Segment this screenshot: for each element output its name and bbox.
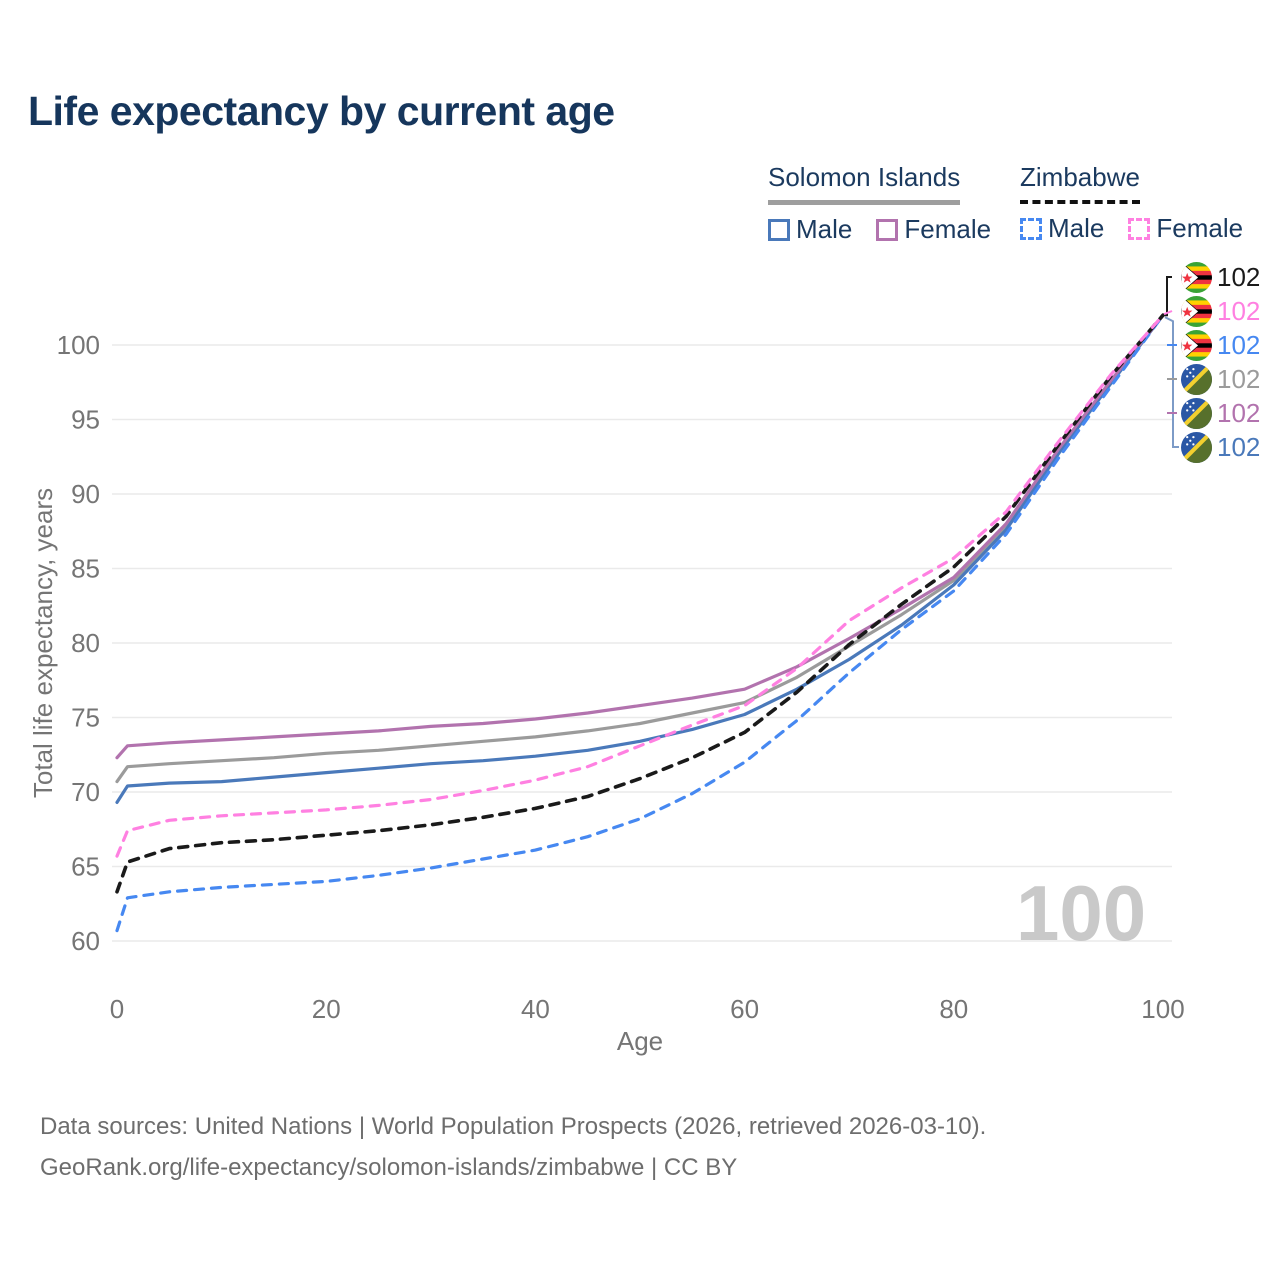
zimbabwe-male-swatch-icon — [1020, 217, 1042, 240]
series-line-zimbabwe-both[interactable] — [115, 313, 1165, 894]
data-sources: Data sources: United Nations | World Pop… — [40, 1106, 986, 1188]
legend-item-solomon-male[interactable]: Male — [768, 214, 852, 245]
end-label-value-solomon-male: 102 — [1217, 431, 1261, 462]
leader-zimbabwe-both — [1163, 276, 1172, 317]
series-line-zimbabwe-male[interactable] — [115, 313, 1165, 933]
x-tick-60: 60 — [730, 994, 759, 1024]
zimbabwe-flag-icon — [1181, 329, 1212, 361]
x-tick-100: 100 — [1141, 994, 1184, 1024]
y-tick-95: 95 — [71, 405, 100, 435]
end-label-value-solomon-both: 102 — [1217, 363, 1261, 394]
data-sources-line1: Data sources: United Nations | World Pop… — [40, 1113, 987, 1140]
series-line-solomon-both[interactable] — [115, 313, 1165, 784]
solomon-islands-flag-icon — [1181, 363, 1212, 395]
end-label-solomon-both: 102 — [1181, 363, 1260, 395]
y-tick-70: 70 — [71, 777, 100, 807]
zimbabwe-flag-icon — [1181, 261, 1212, 293]
end-label-value-solomon-female: 102 — [1217, 397, 1261, 428]
end-label-solomon-male: 102 — [1181, 431, 1260, 463]
series-line-zimbabwe-female[interactable] — [115, 313, 1165, 858]
legend-header-solomon-islands: Solomon Islands — [768, 162, 961, 205]
legend-item-zimbabwe-female[interactable]: Female — [1128, 213, 1243, 244]
series-line-solomon-female[interactable] — [115, 313, 1165, 760]
solomon-female-swatch-icon — [876, 218, 899, 241]
x-axis-label: Age — [617, 1026, 663, 1056]
y-tick-60: 60 — [71, 926, 100, 956]
y-tick-85: 85 — [71, 554, 100, 584]
legend-group-zimbabwe: Zimbabwe Male Female — [1020, 162, 1243, 244]
x-tick-20: 20 — [312, 994, 341, 1024]
leader-zimbabwe-female — [1163, 310, 1173, 316]
end-label-value-zimbabwe-male: 102 — [1217, 329, 1261, 360]
end-label-solomon-female: 102 — [1181, 397, 1260, 429]
y-tick-80: 80 — [71, 628, 100, 658]
legend-item-zimbabwe-male[interactable]: Male — [1020, 213, 1104, 244]
hovered-age-watermark: 100 — [1016, 869, 1147, 957]
y-tick-100: 100 — [57, 330, 100, 360]
x-tick-40: 40 — [521, 994, 550, 1024]
leader-bracket — [1164, 316, 1179, 448]
end-label-value-zimbabwe-both: 102 — [1217, 261, 1261, 292]
solomon-islands-flag-icon — [1181, 397, 1212, 429]
legend-group-solomon-islands: Solomon Islands Male Female — [768, 162, 991, 245]
end-label-zimbabwe-female: 102 — [1181, 295, 1260, 327]
solomon-male-swatch-icon — [768, 218, 790, 241]
data-sources-line2: GeoRank.org/life-expectancy/solomon-isla… — [40, 1154, 738, 1181]
zimbabwe-flag-icon — [1181, 295, 1212, 327]
end-label-zimbabwe-male: 102 — [1181, 329, 1260, 361]
end-label-zimbabwe-both: 102 — [1181, 261, 1260, 293]
page-title: Life expectancy by current age — [28, 88, 615, 134]
x-tick-80: 80 — [939, 994, 968, 1024]
legend-header-zimbabwe: Zimbabwe — [1020, 162, 1140, 204]
x-tick-0: 0 — [110, 994, 124, 1024]
y-axis-label: Total life expectancy, years — [28, 488, 58, 798]
solomon-islands-flag-icon — [1181, 431, 1212, 463]
y-tick-90: 90 — [71, 479, 100, 509]
legend-item-solomon-female[interactable]: Female — [876, 214, 991, 245]
end-label-value-zimbabwe-female: 102 — [1217, 295, 1261, 326]
zimbabwe-female-swatch-icon — [1128, 217, 1151, 240]
y-tick-65: 65 — [71, 852, 100, 882]
y-tick-75: 75 — [71, 703, 100, 733]
series-line-solomon-male[interactable] — [115, 313, 1165, 805]
